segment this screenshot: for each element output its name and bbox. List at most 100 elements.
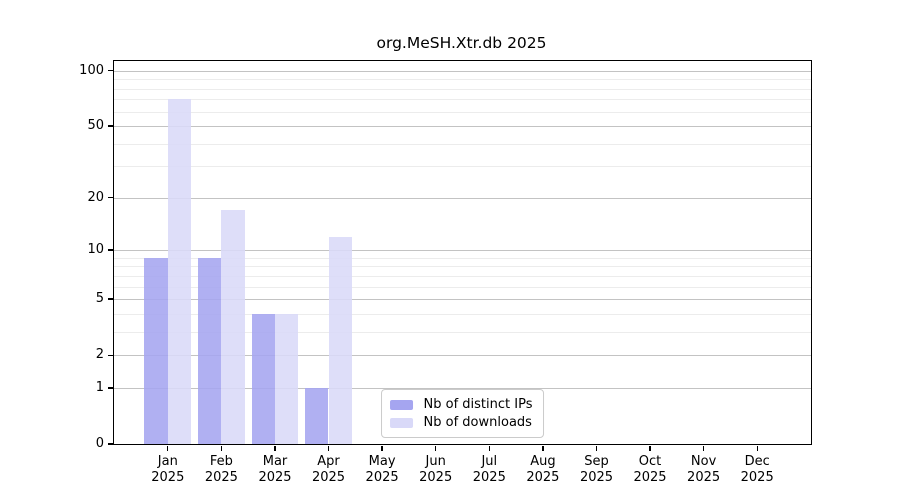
x-tick-mark-aug bbox=[542, 445, 544, 451]
y-tick-mark-20 bbox=[107, 197, 113, 199]
month-name: Oct bbox=[638, 454, 662, 469]
y-tick-mark-2 bbox=[107, 354, 113, 356]
legend: Nb of distinct IPs Nb of downloads bbox=[380, 389, 545, 438]
month-name: Apr bbox=[317, 454, 340, 469]
x-tick-mark-jul bbox=[488, 445, 490, 451]
y-tick-mark-1 bbox=[107, 387, 113, 389]
month-year: 2025 bbox=[526, 470, 560, 485]
gridline-8 bbox=[114, 266, 811, 268]
month-name: Dec bbox=[744, 454, 770, 469]
y-axis-tick-label-50: 50 bbox=[87, 118, 104, 133]
legend-label: Nb of downloads bbox=[423, 415, 532, 430]
gridline-30 bbox=[114, 166, 811, 168]
gridline-20 bbox=[114, 197, 811, 199]
month-year: 2025 bbox=[687, 470, 721, 485]
gridline-9 bbox=[114, 257, 811, 259]
x-tick-mark-jan bbox=[167, 445, 169, 451]
gridline-5 bbox=[114, 299, 811, 301]
x-axis-month-label-aug: Aug 2025 bbox=[515, 454, 571, 486]
bar-ips-feb bbox=[198, 257, 222, 444]
x-tick-mark-sep bbox=[595, 445, 598, 451]
month-year: 2025 bbox=[579, 470, 614, 485]
gridline-1 bbox=[114, 387, 811, 389]
month-year: 2025 bbox=[419, 470, 453, 485]
month-name: Mar bbox=[262, 454, 288, 469]
x-axis-month-label-may: May 2025 bbox=[354, 454, 410, 486]
gridline-100 bbox=[114, 70, 811, 72]
month-year: 2025 bbox=[740, 470, 774, 485]
month-name: Nov bbox=[690, 454, 717, 469]
gridline-70 bbox=[114, 99, 811, 101]
x-axis-month-label-mar: Mar 2025 bbox=[247, 454, 303, 486]
chart-title: org.MeSH.Xtr.db 2025 bbox=[376, 34, 547, 52]
gridline-80 bbox=[114, 88, 811, 90]
gridline-4 bbox=[114, 313, 811, 315]
legend-label: Nb of distinct IPs bbox=[423, 397, 533, 412]
x-axis-month-label-jun: Jun 2025 bbox=[408, 454, 464, 486]
y-tick-mark-10 bbox=[107, 249, 113, 251]
x-tick-mark-feb bbox=[220, 445, 223, 451]
bar-downloads-apr bbox=[328, 236, 352, 444]
month-name: Jun bbox=[425, 454, 446, 469]
month-name: Sep bbox=[584, 454, 609, 469]
y-tick-mark-100 bbox=[107, 70, 113, 72]
x-tick-mark-dec bbox=[756, 445, 758, 451]
y-axis-tick-label-2: 2 bbox=[95, 347, 104, 363]
gridline-60 bbox=[114, 111, 811, 113]
gridline-7 bbox=[114, 275, 811, 277]
x-tick-mark-mar bbox=[274, 445, 276, 451]
bar-ips-apr bbox=[305, 387, 329, 444]
x-axis-month-label-jan: Jan 2025 bbox=[140, 454, 196, 486]
y-axis-tick-label-10: 10 bbox=[87, 242, 104, 258]
y-tick-mark-0 bbox=[107, 443, 113, 445]
bar-ips-mar bbox=[251, 313, 275, 444]
month-name: Jul bbox=[481, 454, 498, 469]
x-tick-mark-oct bbox=[649, 445, 651, 451]
y-axis-tick-label-100: 100 bbox=[79, 62, 104, 78]
y-axis-tick-label-20: 20 bbox=[87, 189, 104, 205]
x-axis-month-label-dec: Dec 2025 bbox=[729, 454, 785, 486]
gridline-90 bbox=[114, 79, 811, 81]
x-tick-mark-jun bbox=[435, 445, 437, 451]
legend-item-distinct-ips: Nb of distinct IPs bbox=[389, 397, 533, 412]
x-tick-mark-apr bbox=[327, 445, 330, 451]
y-axis-tick-label-1: 1 bbox=[95, 379, 104, 395]
gridline-3 bbox=[114, 331, 811, 333]
month-name: Feb bbox=[209, 454, 233, 469]
month-year: 2025 bbox=[633, 470, 667, 485]
bar-downloads-feb bbox=[221, 210, 245, 444]
gridline-10 bbox=[114, 250, 811, 252]
gridline-6 bbox=[114, 286, 811, 288]
month-name: Aug bbox=[530, 454, 556, 469]
gridline-40 bbox=[114, 143, 811, 145]
y-axis-tick-label-5: 5 bbox=[95, 291, 104, 307]
bar-downloads-mar bbox=[275, 313, 299, 444]
legend-item-downloads: Nb of downloads bbox=[389, 415, 533, 430]
gridline-2 bbox=[114, 355, 811, 357]
x-axis-month-label-feb: Feb 2025 bbox=[193, 454, 249, 486]
month-year: 2025 bbox=[365, 470, 399, 485]
x-tick-mark-may bbox=[381, 445, 383, 451]
bar-downloads-jan bbox=[167, 99, 192, 444]
x-axis-month-label-jul: Jul 2025 bbox=[461, 454, 517, 486]
x-axis-month-label-apr: Apr 2025 bbox=[301, 454, 357, 486]
month-year: 2025 bbox=[311, 470, 346, 485]
bar-ips-jan bbox=[144, 257, 168, 444]
y-tick-mark-50 bbox=[107, 125, 113, 127]
month-name: Jan bbox=[157, 454, 178, 469]
gridline-50 bbox=[114, 126, 811, 127]
y-axis-tick-label-0: 0 bbox=[95, 436, 104, 451]
legend-swatch-downloads bbox=[389, 417, 413, 428]
y-tick-mark-5 bbox=[107, 298, 113, 300]
x-axis-month-label-oct: Oct 2025 bbox=[622, 454, 678, 486]
month-year: 2025 bbox=[151, 470, 185, 485]
month-year: 2025 bbox=[204, 470, 238, 485]
month-year: 2025 bbox=[472, 470, 506, 485]
x-axis-month-label-nov: Nov 2025 bbox=[676, 454, 732, 486]
x-tick-mark-nov bbox=[702, 445, 705, 451]
month-year: 2025 bbox=[258, 470, 292, 485]
plot-area: 0 1 2 5 10 20 50 100 Jan 2025 Feb 2025 Mar 2025 Apr 202… bbox=[79, 60, 812, 485]
x-axis-month-label-sep: Sep 2025 bbox=[569, 454, 625, 486]
legend-swatch-distinct-ips bbox=[389, 399, 413, 410]
